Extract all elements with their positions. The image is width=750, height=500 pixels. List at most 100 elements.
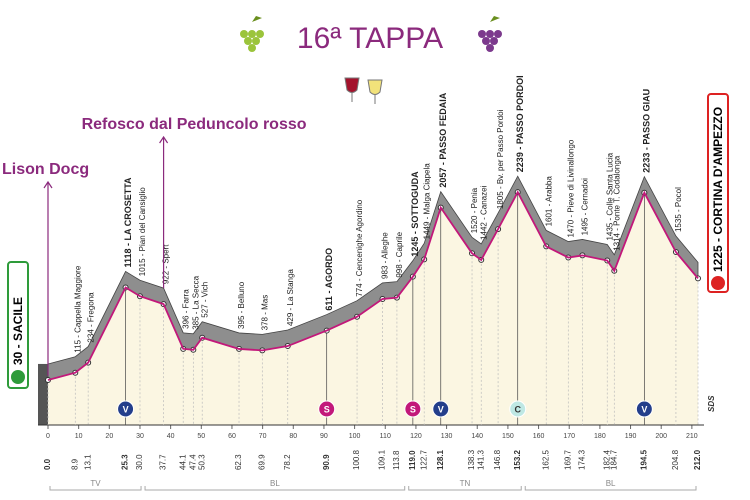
- point-label: 2057 - PASSO FEDAIA: [438, 92, 448, 187]
- point-label: 1520 - Penia: [470, 187, 479, 233]
- km-label: 162.5: [541, 449, 550, 470]
- point-label: 983 - Alleghe: [381, 232, 390, 279]
- point-label: 1442 - Canazei: [479, 185, 488, 239]
- x-tick-label: 70: [259, 433, 267, 440]
- point-label: 429 - La Stanga: [286, 269, 295, 326]
- x-tick-label: 10: [75, 433, 83, 440]
- x-tick-label: 210: [686, 433, 698, 440]
- annotation: Refosco dal Peduncolo rosso: [82, 116, 307, 133]
- km-label: 141.3: [476, 449, 485, 470]
- point-label: 385 - La Secca: [191, 275, 200, 329]
- point-label: 1118 - LA CROSETTA: [123, 177, 133, 268]
- point-label: 527 - Vich: [200, 282, 209, 318]
- km-label: 212.0: [693, 449, 702, 470]
- km-label: 174.3: [578, 449, 587, 470]
- km-label: 204.8: [671, 449, 680, 470]
- point-label: 234 - Fregona: [86, 292, 95, 343]
- km-label: 78.2: [283, 454, 292, 470]
- badge: [117, 400, 135, 418]
- point-label: 1015 - Pian del Cansiglio: [138, 187, 147, 276]
- x-tick-label: 60: [228, 433, 236, 440]
- x-tick-label: 160: [533, 433, 545, 440]
- x-tick-label: 80: [289, 433, 297, 440]
- point-label: 1495 - Cernadoi: [581, 178, 590, 236]
- badge: [509, 400, 527, 418]
- point-label: 922 - Spert: [162, 244, 171, 284]
- badge-label: V: [123, 404, 129, 414]
- profile-fill: [48, 192, 698, 425]
- region-bracket: [408, 486, 522, 491]
- km-label: 122.7: [419, 449, 428, 470]
- point-label: 1601 - Arabba: [544, 176, 553, 227]
- grapes-left: [240, 16, 264, 52]
- point-label: 1470 - Pieve di Livinallongo: [566, 139, 575, 237]
- region-bracket: [144, 486, 406, 491]
- point-label: 1449 - Malga Ciapela: [422, 163, 431, 240]
- x-tick-label: 190: [625, 433, 637, 440]
- badge: [318, 400, 336, 418]
- chart-title: 16ª TAPPA: [297, 22, 443, 55]
- region-bracket: [49, 486, 142, 491]
- wine-glasses: [344, 77, 383, 104]
- x-tick-label: 170: [563, 433, 575, 440]
- point-label: 611 - AGORDO: [324, 248, 334, 311]
- point-label: 998 - Caprile: [395, 231, 404, 277]
- km-label: 182.4: [602, 449, 611, 470]
- km-label: 109.1: [378, 449, 387, 470]
- point-label: 378 - Mas: [260, 295, 269, 331]
- x-tick-label: 200: [655, 433, 667, 440]
- grapes-right: [478, 16, 502, 52]
- x-tick-label: 50: [197, 433, 205, 440]
- km-label: 50.3: [197, 454, 206, 470]
- km-label: 119.0: [408, 450, 417, 470]
- region-bracket: [524, 486, 697, 491]
- x-tick-label: 0: [46, 433, 50, 440]
- km-label: 69.9: [257, 454, 266, 470]
- badge-label: V: [641, 404, 647, 414]
- point-label: 1535 - Pocol: [674, 187, 683, 232]
- annotation-arrow: [43, 180, 53, 189]
- km-label: 146.8: [493, 449, 502, 470]
- badge-label: S: [324, 404, 330, 414]
- x-tick-label: 40: [167, 433, 175, 440]
- km-label: 194.5: [639, 449, 648, 470]
- badge: [635, 400, 653, 418]
- point-label: 115 - Cappella Maggiore: [73, 265, 82, 353]
- x-tick-label: 100: [349, 433, 361, 440]
- point-label: 395 - Belluno: [237, 281, 246, 329]
- x-tick-label: 120: [410, 433, 422, 440]
- x-tick-label: 130: [441, 433, 453, 440]
- annotation: Lison Docg: [2, 161, 89, 178]
- km-label: 25.3: [121, 454, 130, 470]
- x-tick-label: 30: [136, 433, 144, 440]
- region-label: BL: [606, 479, 616, 488]
- start-label: 30 - SACILE: [11, 297, 25, 365]
- finish-label: 1225 - CORTINA D'AMPEZZO: [711, 107, 725, 272]
- km-label: 128.1: [436, 449, 445, 470]
- km-label: 169.7: [563, 449, 572, 470]
- km-label: 138.3: [467, 449, 476, 470]
- region-label: TN: [460, 479, 471, 488]
- finish-tag: [707, 93, 729, 293]
- point-label: 774 - Cencenighe Agordino: [355, 199, 364, 297]
- point-label: 1435 - Colle Santa Lucia: [605, 152, 614, 240]
- km-label: 90.9: [322, 454, 331, 470]
- km-label: 0.0: [43, 458, 52, 470]
- start-tag: [7, 261, 29, 389]
- point-label: 396 - Farra: [181, 289, 190, 329]
- badge: [432, 400, 450, 418]
- badge-label: V: [438, 404, 444, 414]
- km-label: 13.1: [83, 454, 92, 470]
- point-label: 2233 - PASSO GIAU: [642, 89, 652, 173]
- km-label: 8.9: [70, 458, 79, 470]
- x-tick-label: 20: [105, 433, 113, 440]
- annotation-arrow: [159, 135, 169, 144]
- x-tick-label: 180: [594, 433, 606, 440]
- start-icon: [11, 370, 25, 384]
- badge-label: S: [410, 404, 416, 414]
- x-tick-label: 140: [471, 433, 483, 440]
- point-label: 1245 - SOTTOGUDA: [410, 171, 420, 257]
- point-label: 2239 - PASSO PORDOI: [515, 75, 525, 172]
